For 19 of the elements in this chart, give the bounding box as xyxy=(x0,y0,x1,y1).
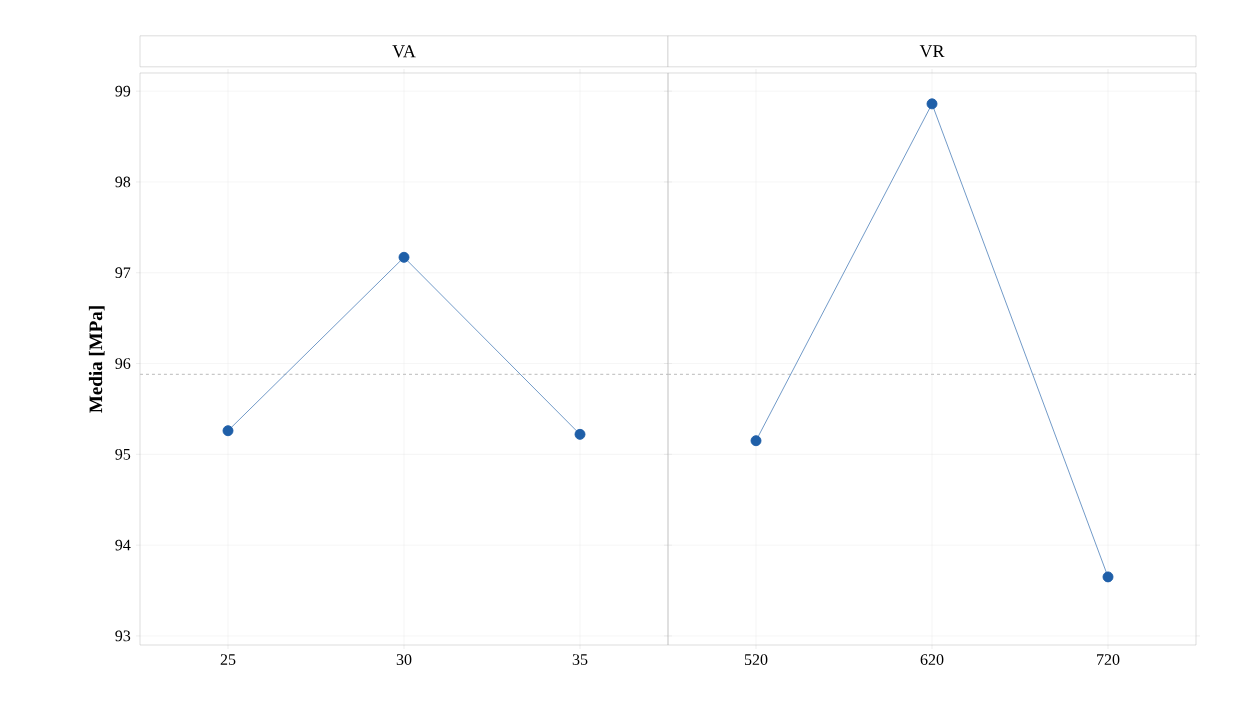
y-axis-title: Media [MPa] xyxy=(88,306,105,413)
point xyxy=(222,425,234,437)
point xyxy=(398,251,410,263)
x-tick-label: 520 xyxy=(744,654,768,665)
y-tick-label: 97 xyxy=(115,267,131,279)
chart-title: VA xyxy=(392,45,416,58)
point xyxy=(574,428,586,440)
y-tick-label: 98 xyxy=(115,176,131,188)
x-tick-label: 30 xyxy=(396,654,412,665)
y-tick-label: 99 xyxy=(115,85,131,97)
y-tick-label: 96 xyxy=(115,358,131,369)
x-tick-label: 25 xyxy=(220,654,236,665)
chart-title: VR xyxy=(919,45,945,58)
x-tick-label: 620 xyxy=(920,654,944,665)
y-tick-label: 93 xyxy=(115,630,131,642)
x-tick-label: 35 xyxy=(572,654,588,665)
x-tick-label: 720 xyxy=(1097,654,1120,665)
y-tick-label: 94 xyxy=(115,539,131,551)
y-tick-label: 95 xyxy=(115,448,131,460)
